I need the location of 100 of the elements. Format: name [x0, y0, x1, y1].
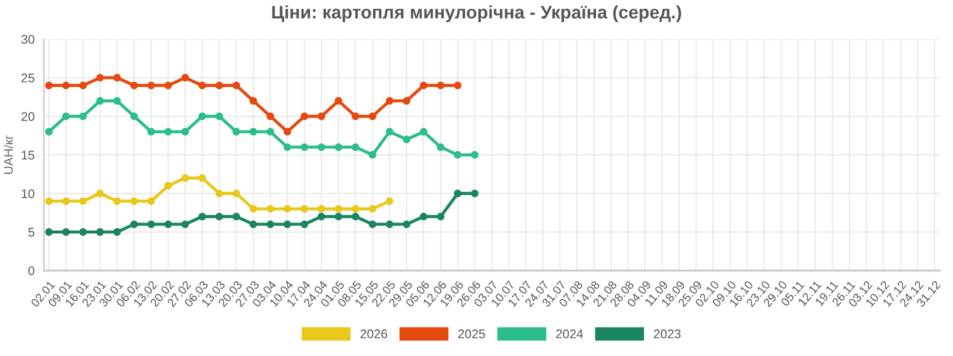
point: [470, 151, 479, 159]
point: [181, 74, 190, 82]
point: [318, 205, 326, 213]
point: [232, 82, 240, 90]
point: [352, 205, 360, 213]
point: [454, 82, 462, 90]
y-tick-label: 0: [28, 266, 34, 276]
point: [368, 220, 376, 228]
point: [164, 82, 172, 90]
point: [130, 82, 138, 90]
point: [318, 112, 326, 120]
point: [164, 128, 172, 136]
point: [215, 82, 224, 90]
point: [96, 228, 104, 236]
point: [436, 82, 444, 90]
point: [198, 82, 206, 90]
point: [386, 128, 394, 136]
point: [181, 128, 190, 136]
point: [420, 212, 428, 220]
point: [79, 228, 87, 236]
point: [62, 228, 70, 236]
point: [130, 220, 138, 228]
point: [96, 74, 104, 82]
point: [352, 212, 360, 220]
point: [436, 143, 444, 151]
point: [181, 220, 190, 228]
point: [266, 205, 274, 213]
point: [266, 128, 274, 136]
y-tick-label: 5: [28, 228, 34, 237]
point: [368, 151, 376, 159]
point: [215, 212, 224, 220]
point: [130, 112, 138, 120]
point: [266, 112, 274, 120]
point: [45, 228, 53, 236]
point: [232, 190, 240, 198]
point: [147, 82, 155, 90]
point: [198, 174, 206, 182]
point: [300, 143, 308, 151]
point: [181, 174, 190, 182]
point: [113, 74, 121, 82]
point: [420, 128, 428, 136]
point: [79, 197, 87, 205]
point: [232, 212, 240, 220]
point: [249, 128, 258, 136]
point: [436, 212, 444, 220]
point: [164, 220, 172, 228]
point: [62, 112, 70, 120]
legend-label: 2026: [360, 329, 388, 338]
point: [215, 112, 224, 120]
y-tick-label: 30: [21, 34, 34, 44]
point: [352, 112, 360, 120]
point: [454, 151, 462, 159]
point: [130, 197, 138, 205]
point: [62, 82, 70, 90]
point: [284, 128, 292, 136]
point: [164, 182, 172, 190]
y-tick-label: 10: [22, 189, 34, 198]
point: [386, 197, 394, 205]
point: [402, 220, 410, 228]
point: [470, 190, 479, 198]
point: [318, 143, 326, 151]
chart-title: Ціни: картопля минулорічна - Україна (серед.): [272, 5, 682, 22]
legend-label: 2024: [556, 329, 583, 338]
point: [96, 190, 104, 198]
point: [215, 190, 224, 198]
point: [147, 220, 155, 228]
point: [334, 205, 342, 213]
point: [147, 128, 155, 136]
point: [79, 112, 87, 120]
point: [266, 220, 274, 228]
point: [368, 205, 376, 213]
point: [96, 97, 104, 105]
point: [232, 128, 240, 136]
point: [113, 197, 121, 205]
point: [300, 205, 308, 213]
point: [62, 197, 70, 205]
point: [79, 82, 87, 90]
point: [368, 112, 376, 120]
point: [249, 220, 258, 228]
point: [284, 220, 292, 228]
point: [300, 112, 308, 120]
y-tick-label: 20: [22, 112, 34, 121]
y-axis-title: UAH/кг: [4, 135, 13, 174]
point: [249, 205, 258, 213]
point: [113, 228, 121, 236]
point: [402, 97, 410, 105]
point: [113, 97, 121, 105]
legend-label: 2023: [654, 329, 681, 338]
legend-label: 2025: [458, 329, 485, 338]
point: [249, 97, 258, 105]
point: [386, 97, 394, 105]
point: [318, 212, 326, 220]
point: [284, 205, 292, 213]
point: [45, 128, 53, 136]
point: [352, 143, 360, 151]
point: [198, 112, 206, 120]
point: [147, 197, 155, 205]
point: [45, 82, 53, 90]
point: [334, 97, 342, 105]
point: [454, 190, 462, 198]
